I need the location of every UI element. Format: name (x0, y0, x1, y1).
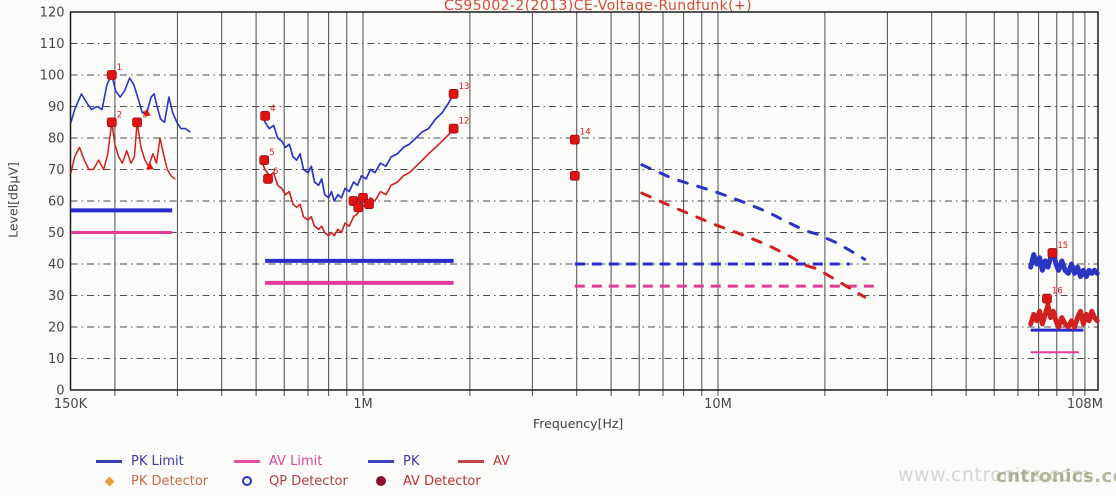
square-marker (1042, 293, 1052, 304)
svg-text:50: 50 (48, 226, 65, 241)
trace (640, 191, 867, 299)
square-marker (448, 123, 459, 134)
marker-label: 2 (117, 110, 122, 120)
svg-text:150K: 150K (54, 397, 88, 412)
trace (70, 74, 191, 133)
marker-label: 4 (270, 104, 275, 114)
av-limit-line-swatch (233, 459, 261, 463)
pk-line-swatch (367, 459, 395, 463)
square-marker (260, 111, 270, 121)
legend-item-av-limit: AV Limit (233, 453, 322, 469)
trace (640, 163, 867, 261)
trace (1028, 248, 1100, 280)
legend-item-pk: PK (367, 453, 419, 469)
trace (261, 127, 455, 237)
legend-label: PK Limit (131, 453, 184, 469)
legend-item-av-detector: AV Detector (367, 473, 481, 489)
square-marker (448, 89, 459, 99)
svg-text:10: 10 (48, 352, 65, 367)
svg-text:0: 0 (56, 384, 64, 399)
plot-area: 1234561312141516150K1M10M108M01020304050… (40, 6, 1103, 413)
av-line-swatch (457, 459, 485, 463)
legend-label: AV Detector (403, 473, 481, 489)
svg-text:100: 100 (40, 69, 65, 84)
marker-label: 16 (1052, 287, 1063, 297)
x-axis-title: Frequency[Hz] (533, 416, 624, 431)
marker-label: 1 (117, 63, 122, 73)
square-marker (569, 134, 580, 145)
triangle-marker (145, 162, 154, 170)
watermark-overlay-text: cntronics.com (996, 466, 1116, 487)
square-marker (353, 202, 364, 213)
svg-text:80: 80 (48, 132, 65, 147)
trace (1028, 302, 1100, 330)
legend-label: AV Limit (269, 453, 323, 469)
svg-text:40: 40 (48, 258, 65, 273)
square-marker (106, 117, 117, 128)
limit-lines (71, 208, 1084, 354)
legend-item-pk-limit: PK Limit (95, 453, 184, 469)
pk-detector-diamond-icon (95, 476, 123, 486)
pk-limit-line-swatch (95, 459, 123, 463)
trace (261, 93, 455, 202)
square-marker (106, 70, 117, 80)
svg-text:108M: 108M (1067, 397, 1103, 412)
traces (70, 74, 1100, 330)
legend-item-qp-detector: QP Detector (233, 473, 348, 489)
svg-text:110: 110 (40, 37, 65, 52)
legend-label: PK Detector (131, 473, 209, 489)
watermark-text: www.cntronics.com (898, 464, 1091, 486)
square-marker (132, 117, 142, 128)
watermark: www.cntronics.com cntronics.com (898, 464, 1116, 487)
qp-detector-circle-icon (233, 476, 261, 486)
marker-label: 14 (580, 128, 591, 138)
marker-label: 6 (273, 167, 278, 177)
svg-text:10M: 10M (704, 397, 732, 412)
marker-label: 15 (1057, 241, 1068, 251)
legend-label: QP Detector (269, 473, 348, 489)
plot-frame (69, 11, 1099, 391)
square-marker (259, 155, 270, 165)
square-marker (364, 199, 374, 210)
chart-title: CS95002-2(2013)CE-Voltage-Rundfunk(+) (443, 0, 753, 14)
axis-tick-labels: 150K 1M 10M 108M010203040506070809010011012… (40, 6, 1103, 413)
triangle-marker (142, 108, 151, 116)
square-marker (263, 174, 273, 184)
svg-text:20: 20 (48, 321, 65, 336)
svg-text:120: 120 (40, 6, 65, 21)
square-marker (1047, 248, 1058, 258)
av-detector-dot-icon (367, 476, 395, 486)
trace (70, 121, 176, 180)
square-marker (569, 170, 580, 181)
marker-label: 13 (459, 82, 470, 92)
svg-text:70: 70 (48, 163, 65, 178)
svg-text:60: 60 (48, 195, 65, 210)
markers: 1234561312141516 (106, 63, 1068, 304)
legend-item-pk-detector: PK Detector (95, 473, 208, 489)
legend-item-av: AV (457, 453, 510, 469)
legend-label: PK (403, 453, 420, 469)
legend-label: AV (493, 453, 510, 469)
svg-text:30: 30 (48, 289, 65, 304)
marker-label: 5 (269, 148, 274, 158)
svg-text:1M: 1M (353, 397, 373, 412)
svg-text:90: 90 (48, 100, 65, 115)
grid-lines (70, 12, 1098, 396)
marker-label: 12 (459, 117, 470, 127)
